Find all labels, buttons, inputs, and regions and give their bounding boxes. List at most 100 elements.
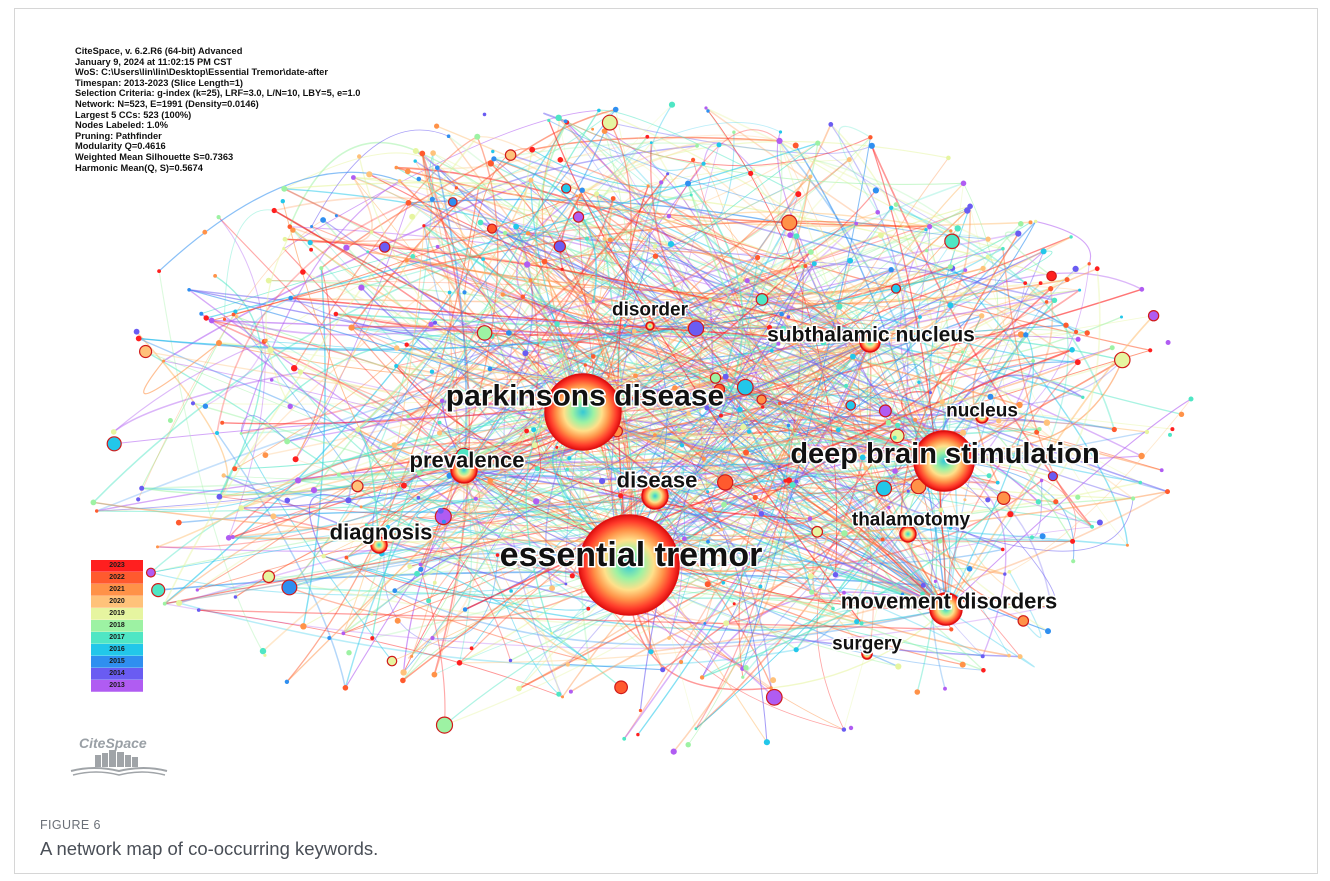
metadata-line: CiteSpace, v. 6.2.R6 (64-bit) Advanced	[75, 46, 243, 56]
network-node	[815, 140, 821, 146]
network-node	[959, 661, 966, 668]
network-node	[555, 445, 559, 449]
network-edge	[459, 341, 871, 664]
network-edge	[871, 145, 1093, 528]
network-node	[766, 324, 773, 331]
network-node	[487, 477, 494, 484]
network-node	[875, 210, 880, 215]
network-node	[429, 369, 435, 374]
network-node	[722, 373, 729, 380]
network-edge	[463, 136, 871, 471]
network-node	[392, 588, 398, 594]
network-edge	[406, 343, 998, 484]
network-node	[828, 122, 834, 127]
network-edge	[228, 473, 420, 540]
network-edge	[113, 340, 265, 433]
network-node	[157, 269, 162, 273]
network-edge	[636, 310, 1026, 336]
network-node	[906, 489, 910, 493]
network-node	[650, 393, 655, 397]
network-edge	[613, 197, 871, 343]
network-edge	[361, 506, 512, 661]
network-node	[405, 200, 412, 206]
network-node	[1044, 300, 1049, 304]
network-node	[903, 513, 909, 519]
network-node	[344, 555, 349, 560]
network-node	[230, 535, 235, 539]
network-edge	[490, 460, 945, 511]
network-edge	[582, 233, 1019, 413]
logo-book-icon	[70, 750, 168, 776]
network-node	[687, 320, 705, 337]
network-edge	[724, 481, 907, 525]
network-node	[720, 527, 724, 532]
network-edge	[198, 609, 563, 698]
metadata-line: Pruning: Pathfinder	[75, 130, 162, 141]
network-edge	[609, 122, 873, 155]
network-edge	[464, 341, 871, 610]
network-node	[877, 232, 884, 239]
network-node	[430, 635, 435, 641]
network-edge	[358, 156, 588, 453]
network-edge	[1037, 268, 1101, 503]
network-edge	[163, 136, 478, 605]
network-node	[701, 161, 706, 166]
metadata-line: Timespan: 2013-2023 (Slice Length=1)	[75, 77, 244, 88]
network-node	[1043, 419, 1051, 426]
network-node	[430, 150, 436, 156]
network-node	[835, 427, 841, 433]
network-node	[1003, 572, 1007, 576]
network-node	[789, 482, 796, 489]
citespace-logo: CiteSpace	[69, 733, 169, 777]
network-edge	[844, 283, 1026, 534]
network-node	[238, 505, 244, 511]
network-edge	[464, 265, 806, 611]
network-edge	[604, 130, 869, 342]
network-node	[853, 519, 859, 525]
network-edge	[353, 176, 672, 245]
network-edge	[369, 109, 617, 449]
network-edge	[567, 356, 854, 665]
network-node	[623, 323, 627, 327]
network-edge	[192, 331, 1077, 405]
network-edge	[396, 166, 871, 343]
network-edge	[527, 250, 871, 343]
network-edge	[565, 122, 781, 189]
network-node	[533, 498, 540, 505]
network-node	[844, 383, 849, 388]
network-edge	[311, 129, 449, 227]
network-edge	[668, 215, 801, 260]
network-node	[1034, 429, 1040, 435]
network-edge	[232, 236, 1072, 538]
network-edge	[432, 134, 796, 200]
network-node	[292, 456, 299, 463]
network-node	[500, 292, 506, 297]
network-edge	[869, 341, 938, 693]
network-node	[412, 148, 419, 154]
network-node	[434, 353, 438, 357]
network-edge	[856, 223, 1022, 622]
keyword-hub-node	[450, 456, 478, 484]
network-edge	[322, 219, 797, 651]
network-node	[355, 426, 361, 432]
network-edge	[668, 142, 819, 217]
network-edge	[816, 533, 845, 730]
network-node	[145, 567, 156, 578]
keyword-hub-node	[859, 331, 881, 353]
network-edge	[687, 183, 890, 508]
network-node	[807, 516, 813, 521]
network-edge	[534, 122, 584, 413]
network-node	[673, 286, 677, 291]
network-edge	[164, 460, 945, 605]
network-node	[1131, 496, 1136, 501]
network-node	[167, 418, 173, 423]
network-node	[524, 428, 529, 434]
network-node	[233, 309, 238, 314]
network-edge	[587, 451, 947, 610]
network-edge	[158, 271, 266, 656]
network-node	[1138, 480, 1143, 485]
network-node	[572, 211, 585, 223]
network-node	[394, 617, 401, 624]
network-node	[410, 254, 416, 259]
network-node	[447, 290, 452, 295]
